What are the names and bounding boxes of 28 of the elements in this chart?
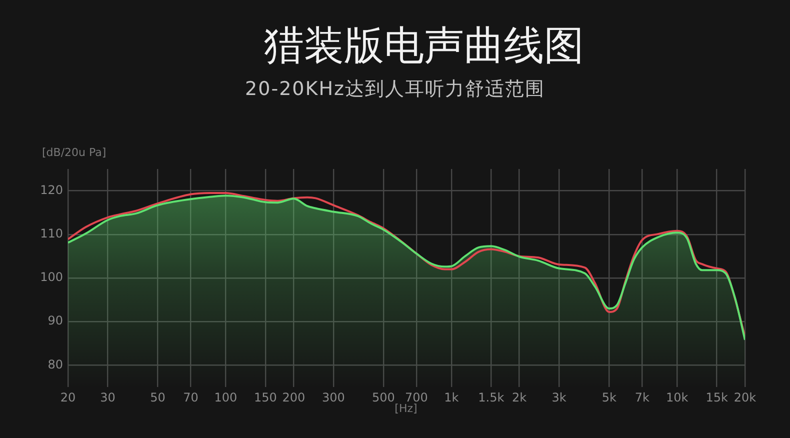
x-tick-label: 700 <box>404 390 428 404</box>
x-tick-label: 7k <box>634 390 650 404</box>
x-tick-label: 200 <box>282 390 306 404</box>
y-tick-label: 100 <box>40 270 63 284</box>
chart-subtitle: 20-20KHz达到人耳听力舒适范围 <box>244 77 546 102</box>
x-tick-label: 50 <box>150 390 166 404</box>
y-tick-label: 120 <box>40 182 63 197</box>
x-tick-label: 1k <box>444 390 459 404</box>
x-tick-label: 500 <box>372 390 395 404</box>
x-axis-title: [Hz] <box>394 402 418 416</box>
x-tick-label: 20 <box>60 390 76 404</box>
chart-title: 猎装版电声曲线图 <box>263 22 585 71</box>
y-tick-label: 90 <box>48 314 63 328</box>
x-tick-label: 20k <box>734 390 756 404</box>
x-tick-label: 100 <box>214 390 238 404</box>
x-tick-label: 70 <box>183 390 198 404</box>
x-tick-label: 15k <box>706 390 728 404</box>
x-tick-label: 3k <box>552 390 566 404</box>
x-tick-label: 5k <box>602 390 616 404</box>
x-tick-label: 2k <box>512 390 527 404</box>
y-axis-title: [dB/20u Pa] <box>42 146 106 160</box>
x-tick-label: 1.5k <box>478 390 504 404</box>
y-tick-label: 80 <box>48 357 63 372</box>
x-tick-label: 150 <box>254 390 277 404</box>
y-tick-label: 110 <box>40 226 63 241</box>
x-tick-label: 30 <box>100 390 116 404</box>
x-tick-label: 10k <box>666 390 688 404</box>
x-tick-label: 300 <box>322 390 345 404</box>
